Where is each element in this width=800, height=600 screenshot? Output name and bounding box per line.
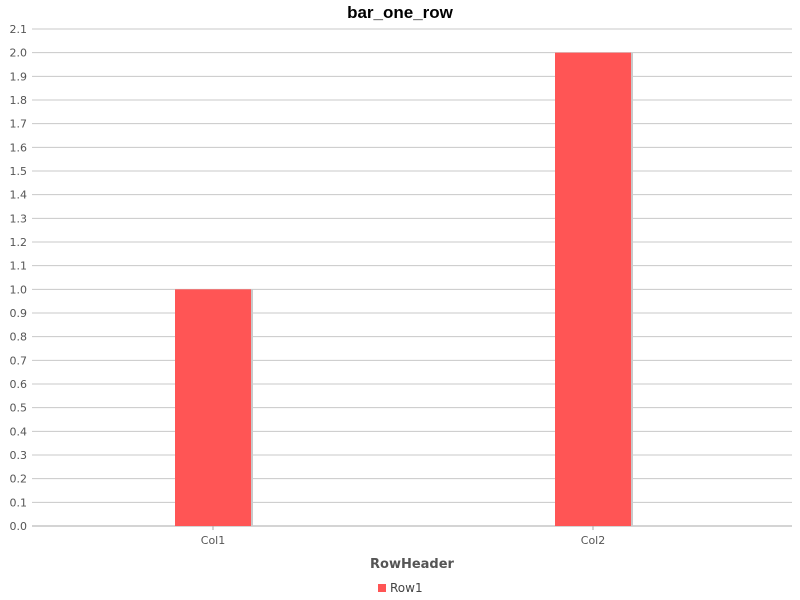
y-tick-label: 1.8: [10, 94, 28, 107]
y-tick-label: 0.0: [10, 520, 28, 533]
y-tick-label: 2.1: [10, 23, 28, 36]
y-tick-label: 1.4: [10, 189, 28, 202]
y-tick-label: 1.3: [10, 212, 28, 225]
y-tick-label: 2.0: [10, 47, 28, 60]
y-tick-label: 0.3: [10, 449, 28, 462]
y-tick-label: 1.1: [10, 260, 28, 273]
bar: [555, 52, 631, 527]
x-tick-label: Col1: [201, 534, 225, 547]
y-tick-label: 1.7: [10, 118, 28, 131]
chart-title: bar_one_row: [347, 3, 453, 22]
y-tick-label: 0.2: [10, 473, 28, 486]
x-tick-label: Col2: [581, 534, 605, 547]
legend-swatch: [378, 584, 386, 592]
y-tick-label: 1.0: [10, 283, 28, 296]
y-tick-label: 0.9: [10, 307, 28, 320]
y-tick-label: 0.1: [10, 496, 28, 509]
y-tick-label: 1.6: [10, 141, 28, 154]
x-axis-title: RowHeader: [370, 557, 455, 572]
legend-label: Row1: [390, 581, 423, 595]
y-tick-label: 0.7: [10, 354, 28, 367]
y-tick-label: 1.9: [10, 70, 28, 83]
y-tick-label: 0.5: [10, 402, 28, 415]
y-tick-label: 0.6: [10, 378, 28, 391]
y-tick-label: 0.4: [10, 425, 28, 438]
y-tick-label: 0.8: [10, 331, 28, 344]
y-tick-label: 1.5: [10, 165, 28, 178]
y-tick-label: 1.2: [10, 236, 28, 249]
bar: [175, 289, 251, 526]
